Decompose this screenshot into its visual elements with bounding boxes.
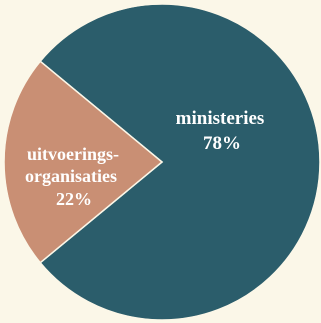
pie-slices [3, 3, 321, 321]
slice-value-ministeries: 78% [203, 133, 241, 154]
pie-outline [3, 3, 321, 321]
slice-label-uitvoeringsorganisaties-line2: organisaties [25, 166, 117, 186]
slice-value-uitvoeringsorganisaties: 22% [56, 189, 92, 209]
slice-label-uitvoeringsorganisaties-line1: uitvoerings- [27, 144, 119, 164]
slice-label-ministeries: ministeries [176, 108, 265, 129]
